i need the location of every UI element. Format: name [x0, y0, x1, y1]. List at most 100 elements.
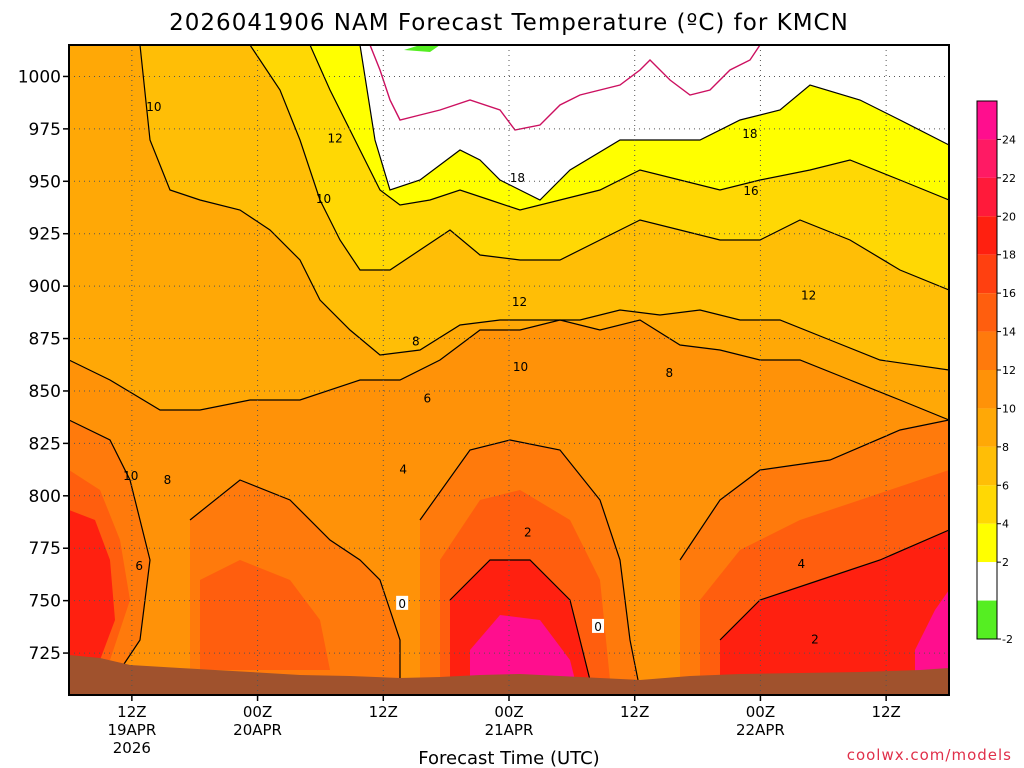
y-tick-label: 825: [29, 434, 61, 454]
contour-12-center: [419, 439, 641, 691]
grid-lines: [69, 45, 949, 695]
y-tick-label: 900: [29, 277, 61, 297]
colorbar-swatch: [977, 139, 997, 178]
x-tick-label: 2026: [113, 739, 151, 757]
contour-18-right: [719, 529, 949, 641]
contour-label: 2: [811, 632, 819, 646]
x-tick-label: 12Z: [369, 703, 398, 721]
contour-label: 12: [512, 295, 527, 309]
field-band-below-0: [404, 45, 440, 52]
contour-label: 4: [797, 557, 805, 571]
contour-label: 12: [327, 131, 342, 145]
contour-2: [359, 45, 949, 201]
contour-labels: 0 0 2 2 4 4 6 6 8 8 8 10 10 10 10 12 12 12 16 18 18: [123, 100, 819, 647]
colorbar-swatch: [977, 293, 997, 332]
y-tick-label: 975: [29, 120, 61, 140]
contour-12-left: [69, 419, 151, 671]
x-tick-label: 20APR: [233, 721, 282, 739]
contour-label-bg: [396, 595, 409, 610]
colorbar-swatch: [977, 408, 997, 447]
field-band-0-2: [360, 45, 949, 200]
field-band-14-16-mid: [200, 560, 330, 670]
field-band-22-24-center: [470, 615, 575, 680]
contour-label: 8: [164, 473, 172, 487]
contour-label: 4: [399, 463, 407, 477]
y-tick-label: 775: [29, 539, 61, 559]
contour-10: [69, 319, 949, 421]
contour-label: 6: [135, 559, 143, 573]
contour-4: [309, 45, 949, 211]
contour-label: 2: [524, 526, 532, 540]
y-tick-label: 725: [29, 644, 61, 664]
colorbar-tick-label: 8: [1002, 441, 1009, 454]
colorbar-tick-label: 14: [1002, 326, 1016, 339]
contour-label: 6: [423, 391, 431, 405]
contour-label: 10: [316, 192, 331, 206]
x-tick-label: 12Z: [871, 703, 900, 721]
credit-text: coolwx.com/models: [847, 746, 1012, 764]
x-tick-label: 00Z: [746, 703, 775, 721]
colorbar-tick-label: 16: [1002, 287, 1016, 300]
plot-area: 0 0 2 2 4 4 6 6 8 8 8 10 10 10 10 12 12 12 16 18 18: [69, 45, 949, 695]
colorbar-tick-label: 2: [1002, 556, 1009, 569]
contour-12-mid: [189, 479, 401, 680]
y-tick-label: 850: [29, 382, 61, 402]
contour-18-center: [449, 559, 591, 681]
contour-label: 8: [665, 366, 673, 380]
colorbar-swatch: [977, 446, 997, 486]
contour-label: 10: [123, 469, 138, 483]
contour-label-bg: [592, 618, 605, 633]
colorbar-swatch: [977, 485, 997, 524]
chart-title: 2026041906 NAM Forecast Temperature (ºC)…: [169, 10, 849, 36]
colorbar: 24 22 20 18 16 14 12 10 8 6 4 2 -2: [976, 100, 1016, 646]
contour-label: 18: [510, 171, 525, 185]
x-tick-label: 12Z: [117, 703, 146, 721]
colorbar-swatch: [977, 177, 997, 217]
contour-label: 10: [146, 100, 161, 114]
x-tick-label: 00Z: [494, 703, 523, 721]
x-tick-label: 19APR: [107, 721, 156, 739]
y-tick-label: 800: [29, 487, 61, 507]
colorbar-tick-label: 10: [1002, 402, 1016, 415]
colorbar-swatch: [977, 331, 997, 370]
colorbar-tick-label: 4: [1002, 518, 1009, 531]
colorbar-tick-label: 24: [1002, 133, 1016, 146]
y-axis: 725 750 775 800 825 850 875 900 925 950 975 1000: [18, 67, 69, 664]
colorbar-swatch: [977, 101, 997, 140]
colorbar-tick-label: 20: [1002, 210, 1016, 223]
colorbar-swatch: [977, 523, 997, 563]
x-tick-label: 12Z: [620, 703, 649, 721]
field-band-18-left: [69, 510, 115, 660]
x-tick-label: 22APR: [736, 721, 785, 739]
contour-12-right: [679, 419, 949, 561]
contour-label: 8: [412, 335, 420, 349]
colorbar-tick-label: 6: [1002, 479, 1009, 492]
colorbar-swatch: [977, 562, 997, 601]
colorbar-tick-label: 22: [1002, 172, 1016, 185]
contour-8: [139, 45, 949, 371]
contour-0: [369, 45, 761, 131]
contour-label: 16: [743, 184, 758, 198]
contour-6: [249, 45, 949, 291]
x-axis-label: Forecast Time (UTC): [418, 748, 599, 768]
contour-label: 12: [801, 289, 816, 303]
colorbar-swatch: [977, 254, 997, 294]
colorbar-swatch: [977, 600, 997, 639]
y-tick-label: 950: [29, 172, 61, 192]
contour-label: 18: [742, 127, 757, 141]
y-tick-label: 875: [29, 330, 61, 350]
x-tick-label: 21APR: [485, 721, 534, 739]
contour-label: 10: [513, 360, 528, 374]
colorbar-swatch: [977, 370, 997, 409]
contour-label: 0: [398, 597, 406, 611]
y-tick-label: 925: [29, 225, 61, 245]
field-band-22-24-right: [915, 590, 949, 680]
field-band-18-20-right: [720, 530, 949, 680]
contour-label: 0: [594, 620, 602, 634]
x-tick-label: 00Z: [243, 703, 272, 721]
y-tick-label: 750: [29, 592, 61, 612]
colorbar-tick-label: -2: [1002, 633, 1013, 646]
colorbar-swatch: [977, 216, 997, 255]
